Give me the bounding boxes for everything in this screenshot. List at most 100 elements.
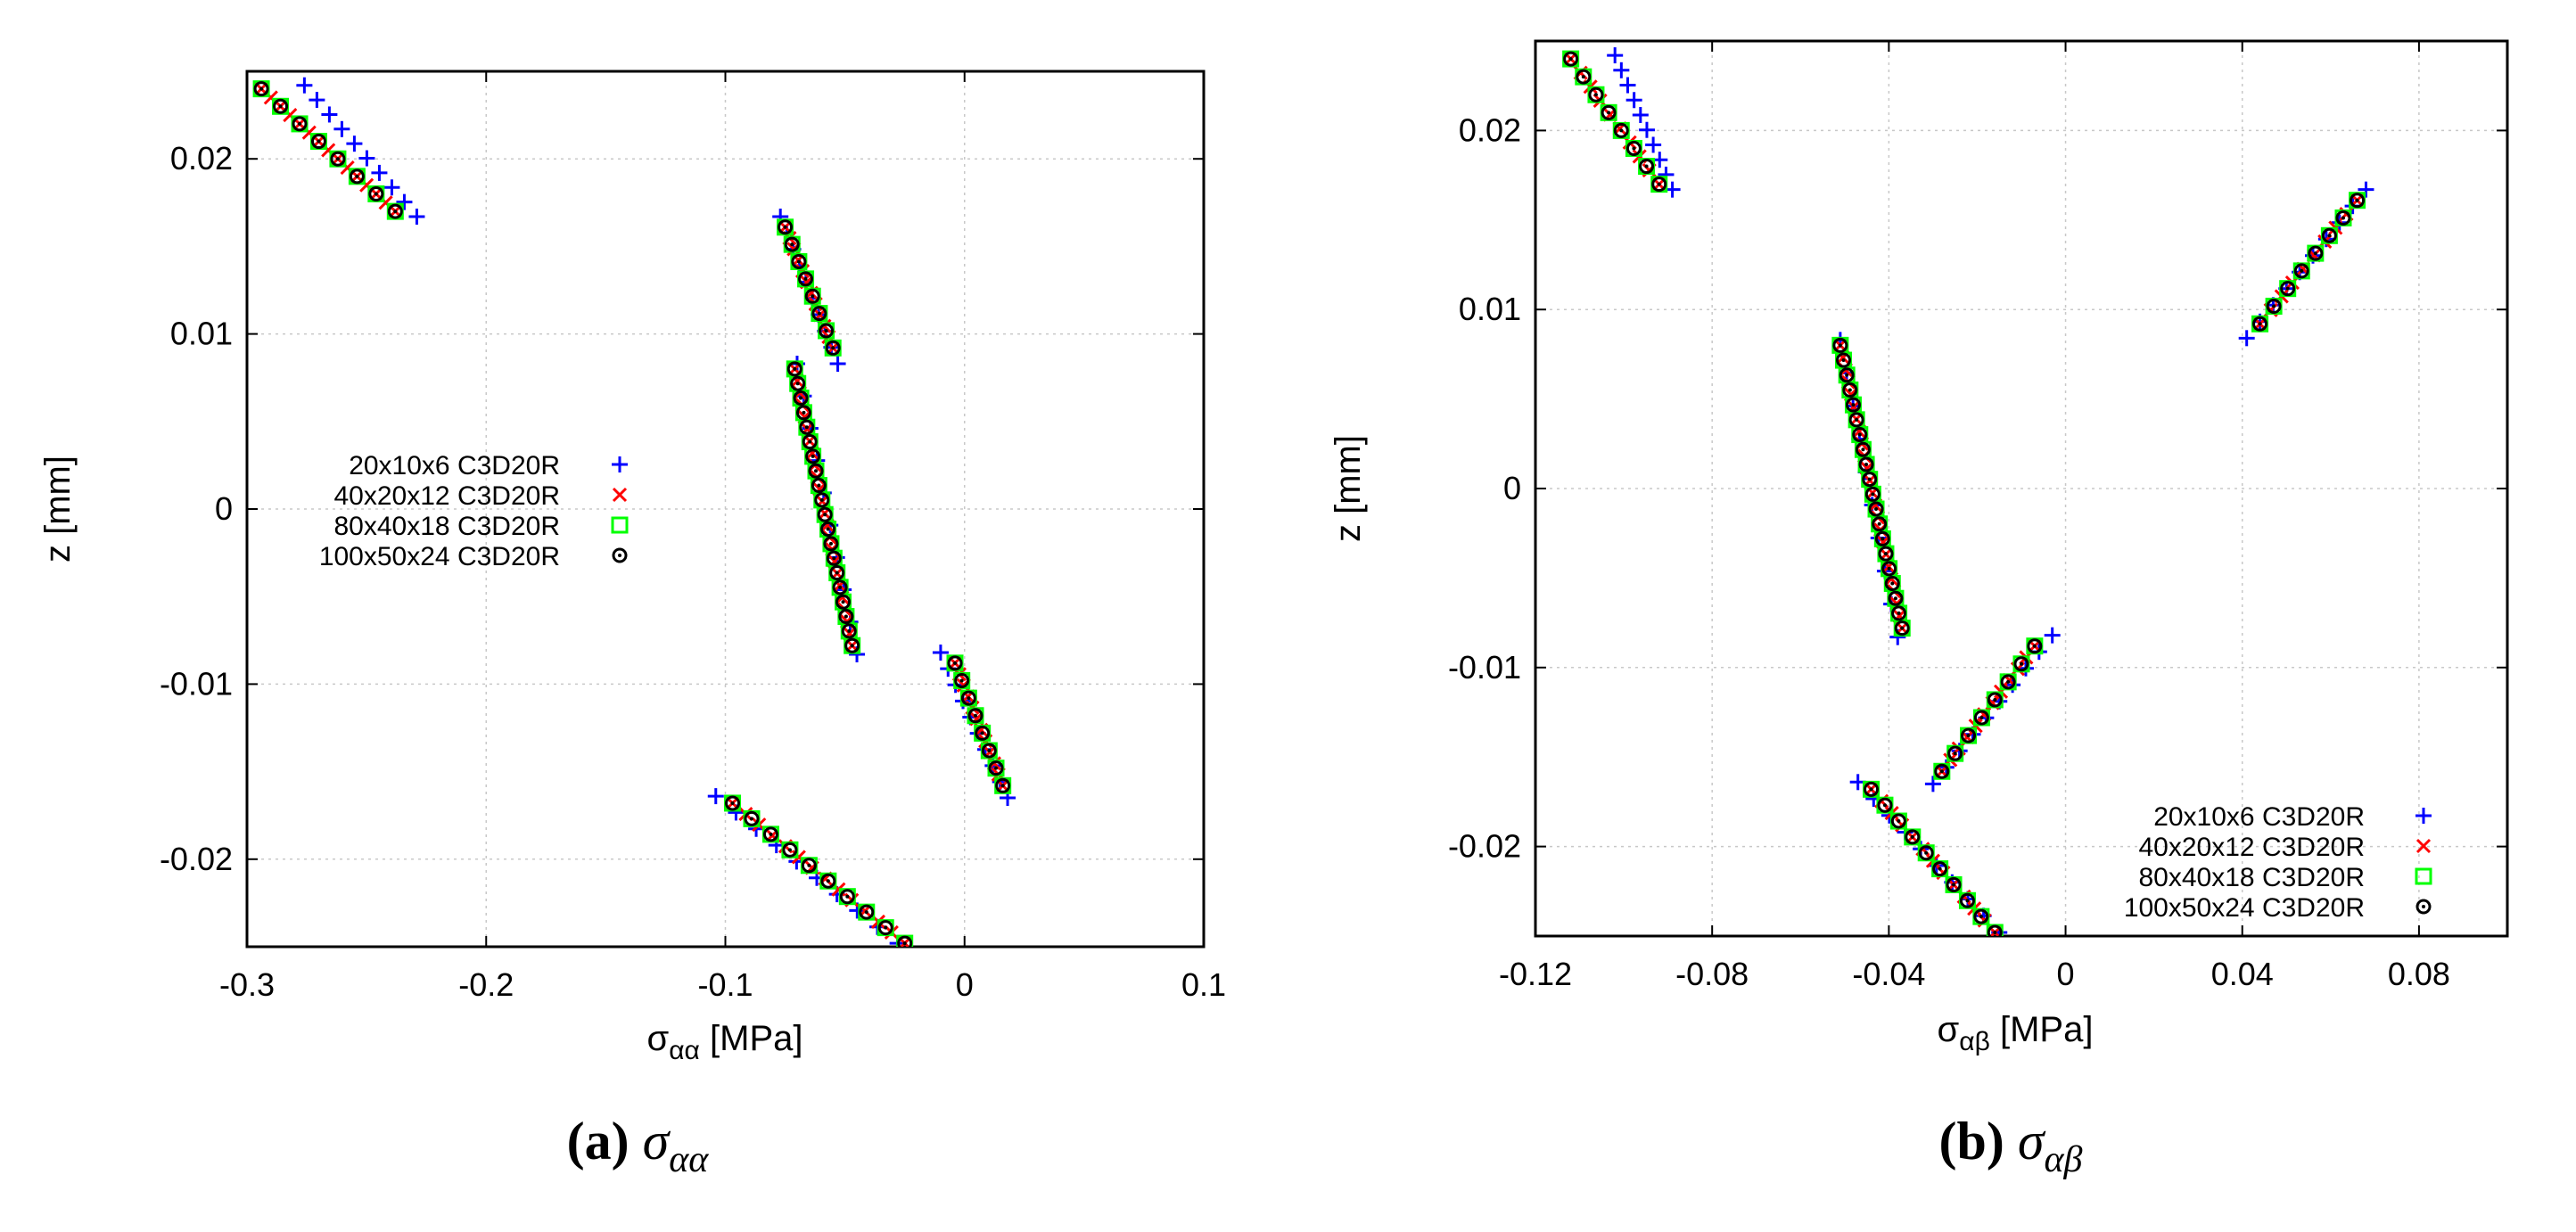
data-point <box>791 254 807 270</box>
data-point <box>778 219 794 235</box>
legend-label: 100x50x24 C3D20R <box>319 542 560 571</box>
marker-circle-dot <box>850 644 854 648</box>
data-point <box>839 889 855 905</box>
marker-circle-dot <box>804 425 809 430</box>
marker-circle-dot <box>1897 819 1901 824</box>
marker-circle-dot <box>953 661 958 665</box>
marker-circle <box>1858 456 1874 472</box>
marker-circle <box>1905 829 1921 845</box>
marker-circle-dot <box>884 925 888 930</box>
marker-circle <box>1894 620 1910 637</box>
data-point <box>826 550 842 566</box>
marker-circle-dot <box>845 894 850 899</box>
marker-circle <box>1877 797 1893 813</box>
data-point <box>795 405 811 421</box>
marker-circle-dot <box>1890 581 1895 586</box>
data-point <box>1891 605 1907 621</box>
data-point <box>296 77 313 94</box>
marker-circle <box>1891 605 1907 621</box>
marker-circle-dot <box>1841 358 1846 363</box>
marker-circle <box>1864 781 1880 797</box>
marker-circle-dot <box>980 731 984 735</box>
marker-circle <box>1934 763 1950 779</box>
data-point <box>838 609 854 625</box>
data-point <box>1934 763 1950 779</box>
marker-circle-dot <box>793 366 797 371</box>
data-point <box>309 92 325 109</box>
marker-circle-dot <box>987 749 992 753</box>
marker-circle <box>841 623 857 639</box>
marker-circle-dot <box>1965 899 1970 903</box>
marker-cross-b <box>2002 672 2017 688</box>
x-tick-label: 0 <box>2057 956 2075 992</box>
marker-circle-dot <box>355 174 359 178</box>
data-point <box>954 672 970 688</box>
marker-circle <box>791 254 807 270</box>
data-point <box>829 565 845 581</box>
data-point <box>1905 829 1921 845</box>
marker-circle-dot <box>902 941 907 946</box>
marker-circle-dot <box>817 483 821 488</box>
marker-circle-dot <box>2327 234 2332 238</box>
marker-circle-dot <box>2006 679 2011 684</box>
marker-circle-dot <box>823 513 827 517</box>
marker-circle <box>795 405 811 421</box>
marker-circle <box>804 288 820 304</box>
data-point <box>1888 590 1904 606</box>
marker-circle <box>778 219 794 235</box>
marker-circle <box>2266 298 2282 314</box>
marker-circle <box>960 690 976 706</box>
data-point <box>1881 561 1897 577</box>
data-point <box>1855 441 1871 457</box>
marker-circle <box>811 478 827 494</box>
data-point <box>383 179 400 196</box>
marker-circle <box>814 492 830 508</box>
marker-circle-dot <box>1993 930 1997 934</box>
data-point <box>358 150 375 167</box>
data-point <box>1613 122 1629 138</box>
data-point <box>995 777 1011 793</box>
marker-circle <box>975 725 991 741</box>
data-point <box>819 323 835 339</box>
legend-label: 40x20x12 C3D20R <box>334 481 561 511</box>
marker-cross-b <box>359 177 374 193</box>
marker-circle <box>817 506 833 522</box>
marker-circle-dot <box>802 410 806 415</box>
data-point <box>2000 674 2016 690</box>
data-point <box>1868 501 1884 517</box>
marker-circle <box>835 594 852 610</box>
data-point <box>1588 86 1604 103</box>
data-point <box>1864 781 1880 797</box>
marker-circle <box>349 168 365 185</box>
marker-circle <box>368 185 384 201</box>
marker-circle <box>1987 924 2003 936</box>
data-point <box>1836 352 1852 368</box>
data-point <box>396 193 413 210</box>
marker-circle <box>2252 316 2268 332</box>
legend-label: 20x10x6 C3D20R <box>349 451 560 480</box>
plot-frame <box>1534 39 2509 938</box>
x-axis-label: σαβ [MPa] <box>1938 1010 2094 1056</box>
marker-circle-dot <box>1845 373 1849 377</box>
marker-circle <box>2350 193 2366 209</box>
marker-circle-dot <box>278 104 283 109</box>
marker-circle-dot <box>1897 611 1901 615</box>
data-point <box>2266 298 2282 314</box>
marker-square <box>2415 867 2432 885</box>
marker-circle-dot <box>1939 769 1944 774</box>
data-point <box>408 209 425 226</box>
marker-circle <box>762 826 778 842</box>
marker-circle-dot <box>828 541 833 546</box>
legend-label: 40x20x12 C3D20R <box>2139 833 2366 862</box>
y-tick-label: 0 <box>215 490 233 527</box>
marker-circle-dot <box>1607 111 1611 115</box>
x-tick-label: -0.12 <box>1499 956 1572 992</box>
data-point <box>310 134 326 150</box>
marker-circle <box>1973 710 1989 726</box>
data-point <box>832 579 848 595</box>
marker-circle-dot <box>2341 216 2345 220</box>
data-point <box>1607 47 1624 64</box>
marker-circle-dot <box>750 817 754 821</box>
data-point <box>988 760 1004 776</box>
